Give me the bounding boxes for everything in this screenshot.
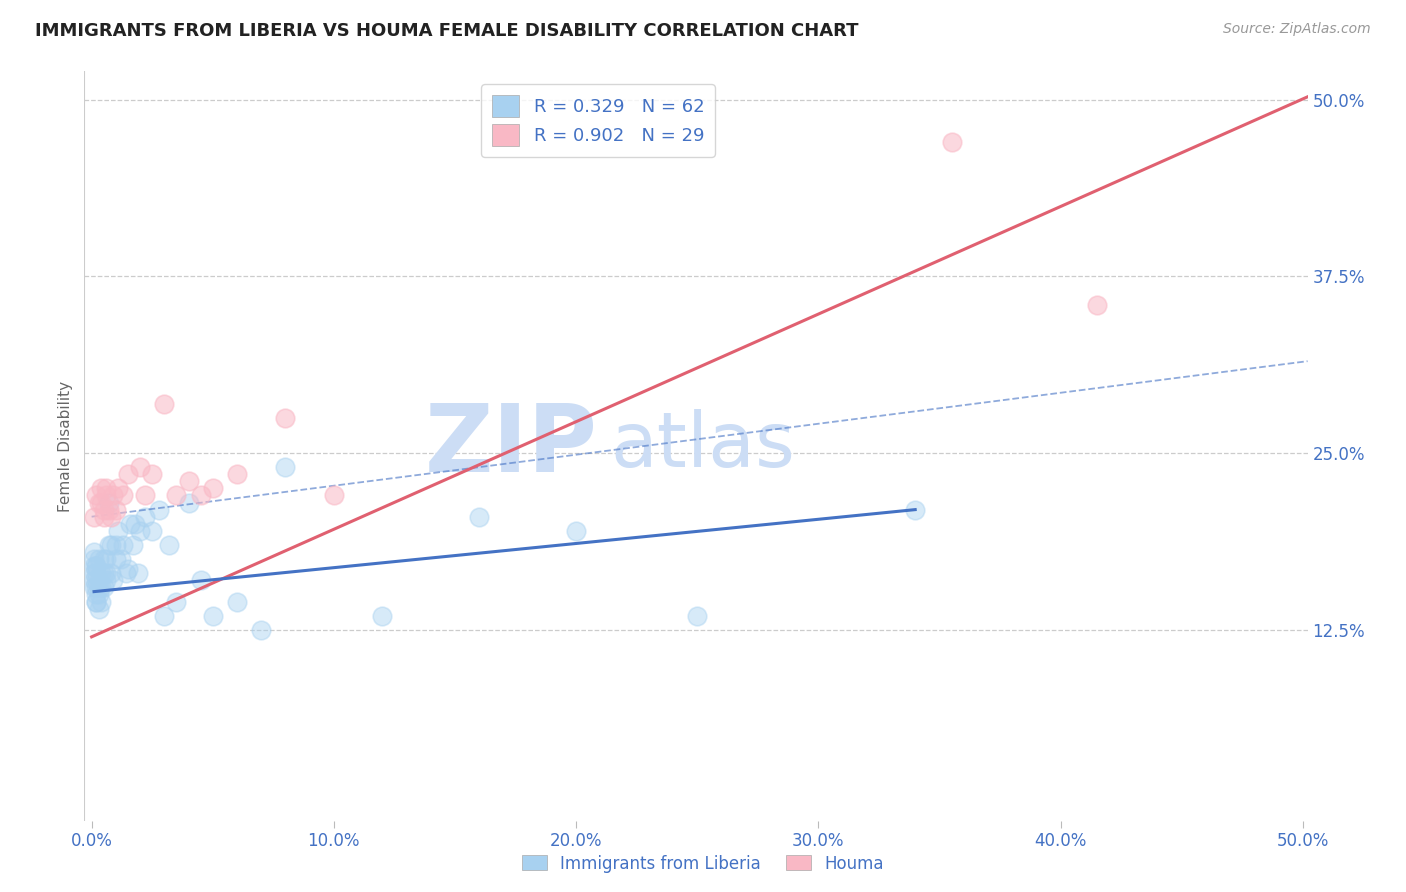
Point [87,495,110,509]
Point [107,524,129,538]
Point [104,552,127,566]
Point [83,574,105,588]
Point [250,623,273,637]
Point [157,538,180,552]
Point [165,488,187,502]
Point [97,495,120,509]
Point [86,587,108,601]
Point [941,135,963,149]
Legend: R = 0.329   N = 62, R = 0.902   N = 29: R = 0.329 N = 62, R = 0.902 N = 29 [481,84,716,157]
Point [86,559,108,574]
Point [87,587,110,601]
Point [117,562,139,576]
Point [90,482,112,496]
Point [93,580,115,594]
Point [190,488,212,502]
Point [117,467,139,482]
Point [86,574,108,588]
Point [87,601,110,615]
Point [86,559,108,574]
Point [83,566,105,581]
Point [100,509,122,524]
Point [124,516,146,531]
Point [141,524,163,538]
Point [93,552,115,566]
Point [112,488,135,502]
Point [104,502,127,516]
Point [104,538,127,552]
Point [97,538,120,552]
Point [83,545,105,559]
Point [90,495,112,509]
Point [1085,298,1108,312]
Point [87,574,110,588]
Point [96,552,118,566]
Point [86,594,108,608]
Point [226,467,249,482]
Point [86,580,108,594]
Point [371,608,394,623]
Point [190,574,212,588]
Point [121,538,143,552]
Point [120,516,142,531]
Point [112,538,135,552]
Point [226,594,249,608]
Point [134,488,156,502]
Point [107,482,129,496]
Point [201,608,224,623]
Point [83,509,105,524]
Point [110,552,132,566]
Text: atlas: atlas [610,409,796,483]
Point [87,580,110,594]
Point [201,482,224,496]
Point [90,594,112,608]
Point [100,566,122,581]
Text: IMMIGRANTS FROM LIBERIA VS HOUMA FEMALE DISABILITY CORRELATION CHART: IMMIGRANTS FROM LIBERIA VS HOUMA FEMALE … [35,22,859,40]
Point [83,580,105,594]
Point [96,482,118,496]
Point [96,488,118,502]
Point [86,566,108,581]
Point [274,460,297,475]
Point [141,467,163,482]
Point [114,566,136,581]
Point [93,502,115,516]
Text: ZIP: ZIP [425,400,598,492]
Point [153,396,176,410]
Point [134,509,156,524]
Point [97,502,120,516]
Point [90,566,112,581]
Point [274,410,297,425]
Point [90,580,112,594]
Point [83,552,105,566]
Point [93,509,115,524]
Point [322,488,344,502]
Point [87,552,110,566]
Point [100,538,122,552]
Point [165,594,187,608]
Point [177,475,200,489]
Point [565,524,588,538]
Point [148,502,170,516]
Text: Source: ZipAtlas.com: Source: ZipAtlas.com [1223,22,1371,37]
Point [686,608,709,623]
Point [96,574,118,588]
Point [93,566,115,581]
Point [153,608,176,623]
Point [86,488,108,502]
Point [86,594,108,608]
Point [83,559,105,574]
Point [96,566,118,581]
Point [177,495,200,509]
Legend: Immigrants from Liberia, Houma: Immigrants from Liberia, Houma [516,848,890,880]
Point [103,574,125,588]
Point [129,460,152,475]
Point [129,524,152,538]
Point [904,502,927,516]
Point [127,566,149,581]
Point [103,488,125,502]
Y-axis label: Female Disability: Female Disability [58,380,73,512]
Point [468,509,491,524]
